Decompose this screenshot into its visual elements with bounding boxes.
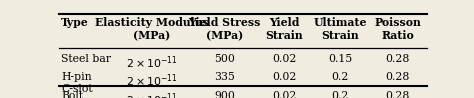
Text: 0.28: 0.28 [385,54,410,64]
Text: $2 \times 10^{-11}$: $2 \times 10^{-11}$ [127,91,178,98]
Text: H-pin
C-slot: H-pin C-slot [61,72,93,94]
Text: Yield Stress
(MPa): Yield Stress (MPa) [188,17,261,41]
Text: 335: 335 [214,72,235,82]
Text: Bolt: Bolt [61,91,83,98]
Text: 0.15: 0.15 [328,54,352,64]
Text: 500: 500 [214,54,235,64]
Text: Type: Type [61,17,89,28]
Text: Poisson
Ratio: Poisson Ratio [374,17,421,41]
Text: Elasticity Modulus
(MPa): Elasticity Modulus (MPa) [95,17,209,41]
Text: Steel bar: Steel bar [61,54,111,64]
Text: 0.02: 0.02 [272,91,296,98]
Text: 0.02: 0.02 [272,54,296,64]
Text: 900: 900 [214,91,235,98]
Text: Ultimate
Strain: Ultimate Strain [313,17,367,41]
Text: 0.2: 0.2 [331,91,348,98]
Text: 0.02: 0.02 [272,72,296,82]
Text: Yield
Strain: Yield Strain [265,17,303,41]
Text: $2 \times 10^{-11}$: $2 \times 10^{-11}$ [127,54,178,71]
Text: 0.2: 0.2 [331,72,348,82]
Text: $2 \times 10^{-11}$: $2 \times 10^{-11}$ [127,72,178,89]
Text: 0.28: 0.28 [385,72,410,82]
Text: 0.28: 0.28 [385,91,410,98]
